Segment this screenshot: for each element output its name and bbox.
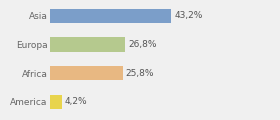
Bar bbox=[50, 95, 62, 109]
Bar bbox=[50, 9, 171, 23]
Bar bbox=[50, 37, 125, 52]
Text: 43,2%: 43,2% bbox=[174, 11, 202, 20]
Bar bbox=[50, 66, 123, 80]
Text: 25,8%: 25,8% bbox=[125, 69, 154, 78]
Text: 26,8%: 26,8% bbox=[128, 40, 157, 49]
Text: 4,2%: 4,2% bbox=[65, 97, 88, 106]
